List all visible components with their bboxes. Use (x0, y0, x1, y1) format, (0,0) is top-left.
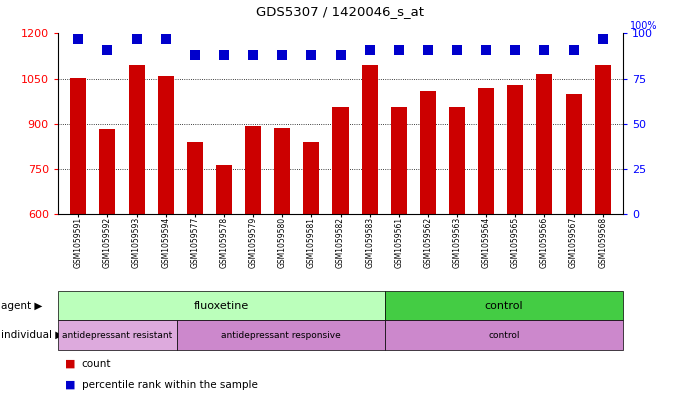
Bar (216, 165, 232, 214)
Bar (420, 91, 436, 214)
Text: 100%: 100% (630, 20, 658, 31)
Text: percentile rank within the sample: percentile rank within the sample (82, 380, 257, 390)
Point (481, 46, 492, 53)
Text: control: control (488, 331, 520, 340)
Text: ■: ■ (65, 380, 75, 390)
Point (102, 46, 113, 53)
Bar (391, 107, 407, 214)
Text: count: count (82, 358, 111, 369)
Bar (187, 142, 203, 214)
Point (335, 52, 346, 58)
Text: antidepressant resistant: antidepressant resistant (62, 331, 172, 340)
Point (276, 52, 287, 58)
Point (219, 52, 229, 58)
Bar (303, 142, 319, 214)
Bar (332, 107, 349, 214)
Bar (449, 107, 465, 214)
Point (510, 46, 521, 53)
Bar (566, 94, 582, 214)
Point (568, 46, 579, 53)
Point (364, 46, 375, 53)
Bar (478, 88, 494, 214)
Bar (507, 84, 523, 214)
Point (160, 36, 171, 42)
Bar (245, 126, 261, 214)
Text: control: control (485, 301, 524, 310)
Point (73, 36, 84, 42)
Text: agent ▶: agent ▶ (1, 301, 42, 310)
Bar (362, 65, 378, 214)
Bar (158, 75, 174, 214)
Text: antidepressant responsive: antidepressant responsive (221, 331, 341, 340)
Text: GDS5307 / 1420046_s_at: GDS5307 / 1420046_s_at (257, 5, 424, 18)
Point (539, 46, 550, 53)
Point (248, 52, 259, 58)
Bar (129, 65, 144, 214)
Point (306, 52, 317, 58)
Point (131, 36, 142, 42)
Point (597, 36, 608, 42)
Bar (99, 129, 115, 214)
Bar (595, 65, 611, 214)
Text: ■: ■ (65, 358, 75, 369)
Bar (274, 128, 290, 214)
Bar (70, 78, 86, 214)
Point (189, 52, 200, 58)
Point (394, 46, 405, 53)
Point (422, 46, 433, 53)
Text: individual ▶: individual ▶ (1, 330, 63, 340)
Point (452, 46, 462, 53)
Bar (537, 74, 552, 214)
Text: fluoxetine: fluoxetine (194, 301, 249, 310)
